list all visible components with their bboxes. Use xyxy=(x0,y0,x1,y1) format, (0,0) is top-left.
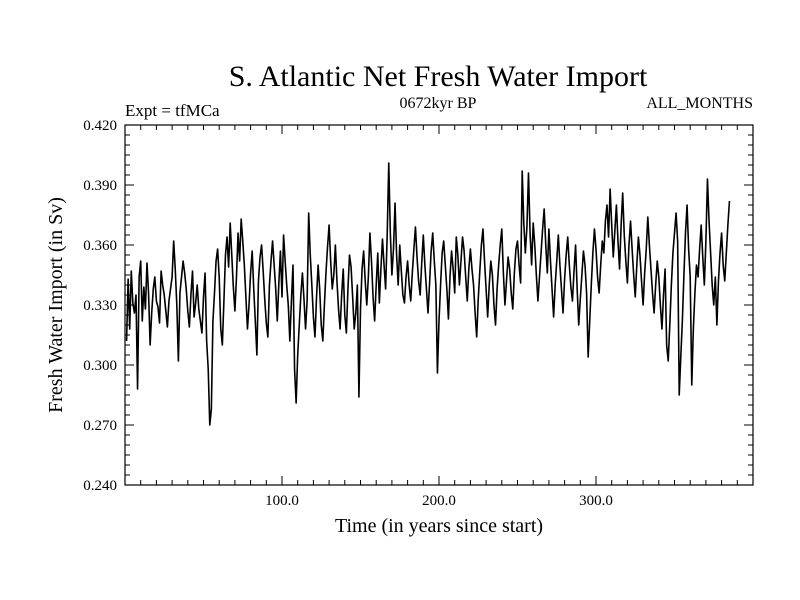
chart-title: S. Atlantic Net Fresh Water Import xyxy=(229,60,648,93)
months-label: ALL_MONTHS xyxy=(646,95,753,112)
y-tick-label: 0.390 xyxy=(83,178,117,194)
x-tick-label: 300.0 xyxy=(579,493,613,509)
y-axis: 0.240 0.270 0.300 0.330 0.360 0.390 0.420 xyxy=(83,118,753,494)
x-axis: 100.0 200.0 300.0 xyxy=(140,125,738,509)
y-axis-label: Fresh Water Import (in Sv) xyxy=(45,197,67,413)
experiment-label: Expt = tfMCa xyxy=(125,101,220,120)
y-tick-label: 0.240 xyxy=(83,478,117,494)
y-tick-label: 0.420 xyxy=(83,118,117,134)
y-tick-label: 0.360 xyxy=(83,238,117,254)
fresh-water-import-line xyxy=(125,162,731,426)
period-label: 0672kyr BP xyxy=(400,95,477,112)
y-tick-label: 0.270 xyxy=(83,418,117,434)
x-axis-label: Time (in years since start) xyxy=(335,515,543,537)
x-tick-label: 200.0 xyxy=(422,493,456,509)
y-tick-label: 0.330 xyxy=(83,298,117,314)
x-tick-label: 100.0 xyxy=(265,493,299,509)
y-tick-label: 0.300 xyxy=(83,358,117,374)
